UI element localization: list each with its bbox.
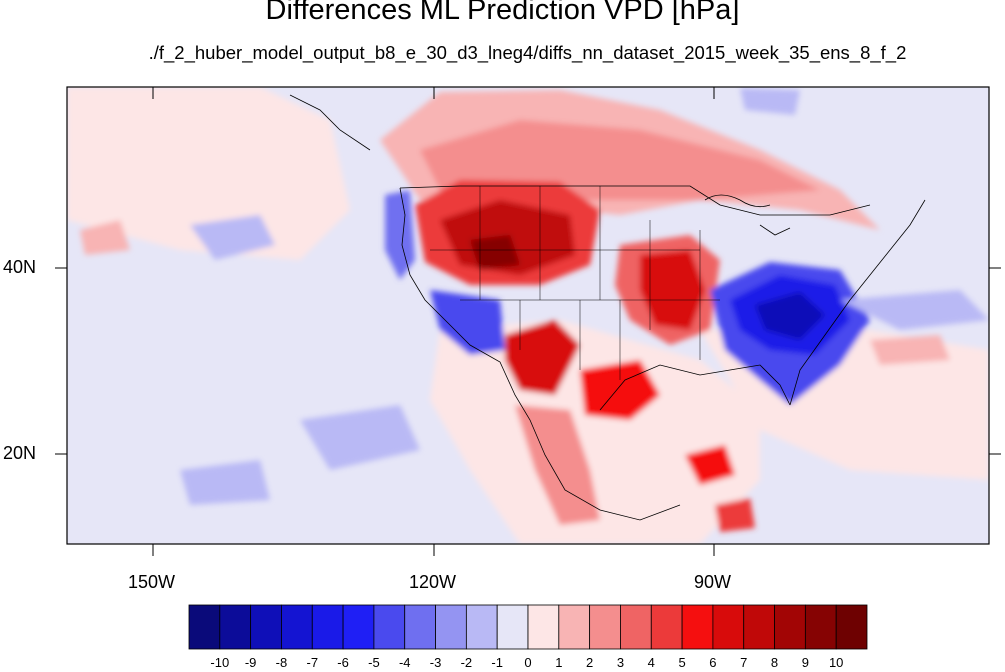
colorbar-tick-label: -6 bbox=[337, 655, 349, 670]
map-subtitle: ./f_2_huber_model_output_b8_e_30_d3_lneg… bbox=[148, 42, 907, 63]
colorbar-swatch bbox=[281, 604, 313, 650]
colorbar-tick-label: -8 bbox=[275, 655, 288, 670]
colorbar-tick-label: -4 bbox=[398, 655, 411, 670]
lon-label-90w: 90W bbox=[694, 572, 732, 592]
colorbar-swatch bbox=[188, 604, 221, 650]
colorbar-swatch bbox=[743, 604, 775, 650]
colorbar-tick-label: 4 bbox=[647, 655, 655, 670]
pacific-coastline bbox=[399, 187, 681, 521]
pale-positive-region-mexico bbox=[430, 320, 760, 544]
strong-positive-region-arizona bbox=[505, 320, 580, 395]
colorbar-swatch bbox=[804, 604, 837, 650]
positive-patch-far-pacific bbox=[80, 220, 130, 255]
colorbar-tick-label: 2 bbox=[586, 655, 594, 670]
positive-region-caribbean bbox=[685, 445, 735, 485]
colorbar-swatch bbox=[620, 604, 652, 650]
colorbar-tick-label: 7 bbox=[740, 655, 748, 670]
strong-positive-region-texas bbox=[580, 360, 660, 420]
lon-label-150w: 150W bbox=[128, 572, 176, 592]
peak-negative-region-carolinas bbox=[755, 292, 825, 340]
negative-patch-hudson-bay bbox=[740, 88, 800, 115]
colorbar-tick-label: 9 bbox=[801, 655, 809, 670]
map-frame bbox=[66, 86, 990, 545]
colorbar-tick-label: 3 bbox=[616, 655, 625, 670]
peak-positive-region-wyoming bbox=[470, 235, 520, 270]
colorbar-tick-label: -2 bbox=[460, 655, 473, 670]
canada-border bbox=[399, 185, 871, 216]
alaska-coastline bbox=[289, 94, 371, 151]
positive-region-central-america bbox=[715, 498, 755, 532]
colorbar-swatch bbox=[527, 604, 560, 650]
negative-patch-subtropical-pacific bbox=[300, 405, 420, 470]
colorbar-tick-label: 1 bbox=[555, 655, 563, 670]
colorbar-tick-label: -7 bbox=[306, 655, 319, 670]
colorbar-swatch bbox=[404, 604, 436, 650]
colorbar-swatch bbox=[496, 604, 529, 650]
strong-positive-region-missouri bbox=[640, 250, 705, 330]
colorbar-swatch bbox=[465, 604, 498, 650]
colorbar-swatch bbox=[435, 604, 467, 650]
atlantic-coastline bbox=[789, 199, 926, 406]
colorbar-tick-label: -5 bbox=[368, 655, 380, 670]
map-title: Differences ML Prediction VPD [hPa] bbox=[265, 0, 740, 26]
negative-region-pacific-northwest bbox=[385, 190, 415, 280]
axis-ticks bbox=[55, 87, 1001, 556]
colorbar-tick-label: 8 bbox=[770, 655, 779, 670]
lat-label-40n: 40N bbox=[3, 257, 37, 277]
coastlines bbox=[289, 94, 926, 521]
pale-positive-region-northeast-pacific bbox=[67, 87, 350, 260]
colorbar-tick-label: 10 bbox=[828, 655, 844, 670]
colorbar-swatch bbox=[681, 604, 714, 650]
colorbar-tick-label: -1 bbox=[491, 655, 503, 670]
positive-patch-atlantic bbox=[870, 335, 950, 365]
colorbar-swatch bbox=[373, 604, 406, 650]
negative-patch-tropical-pacific bbox=[180, 460, 270, 505]
great-lakes bbox=[704, 194, 791, 236]
colorbar-tick-label: -10 bbox=[210, 655, 230, 670]
gulf-coastline bbox=[599, 364, 791, 411]
lat-label-20n: 20N bbox=[3, 443, 37, 463]
colorbar-swatch bbox=[835, 604, 868, 650]
colorbar-tick-label: -3 bbox=[429, 655, 442, 670]
colorbar-tick-label: 0 bbox=[524, 655, 532, 670]
colorbar-swatch bbox=[342, 604, 375, 650]
colorbar-tick-label: -9 bbox=[244, 655, 257, 670]
negative-patch-western-atlantic bbox=[840, 290, 989, 330]
vpd-difference-map bbox=[55, 86, 1001, 556]
positive-region-canada bbox=[420, 120, 820, 200]
state-boundaries bbox=[430, 186, 720, 380]
field-layer bbox=[67, 87, 989, 544]
colorbar-swatch bbox=[650, 604, 683, 650]
colorbar-swatch bbox=[219, 604, 252, 650]
negative-patch-pacific bbox=[190, 215, 275, 260]
colorbar-swatch bbox=[250, 604, 282, 650]
lon-label-120w: 120W bbox=[409, 572, 457, 592]
colorbar-swatch bbox=[558, 604, 591, 650]
colorbar-swatch bbox=[774, 604, 806, 650]
colorbar-swatch bbox=[589, 604, 621, 650]
colorbar-swatch bbox=[311, 604, 344, 650]
negative-region-california bbox=[430, 290, 505, 355]
colorbar-tick-label: 5 bbox=[678, 655, 686, 670]
colorbar bbox=[188, 604, 868, 650]
colorbar-swatch bbox=[712, 604, 745, 650]
state-borders bbox=[430, 186, 720, 380]
colorbar-tick-label: 6 bbox=[709, 655, 717, 670]
